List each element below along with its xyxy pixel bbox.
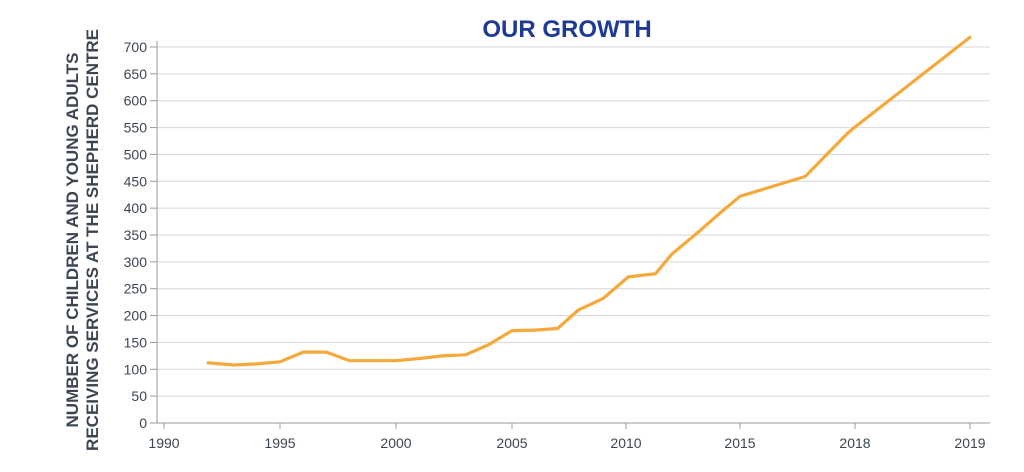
y-tick-label-700: 700 xyxy=(124,39,148,55)
y-tick-label-250: 250 xyxy=(124,281,148,297)
series-lines xyxy=(206,35,972,367)
y-tick-label-100: 100 xyxy=(124,361,148,377)
y-tick-label-650: 650 xyxy=(124,66,148,82)
x-tick-label-2005: 2005 xyxy=(496,435,527,451)
y-axis-label-line-2: RECEIVING SERVICES AT THE SHEPHERD CENTR… xyxy=(83,29,102,451)
y-tick-label-150: 150 xyxy=(124,334,148,350)
y-tick-label-0: 0 xyxy=(139,415,147,431)
x-tick-label-2010: 2010 xyxy=(610,435,641,451)
x-tick-label-1990: 1990 xyxy=(148,435,179,451)
y-tick-label-300: 300 xyxy=(124,254,148,270)
x-tick-label-2018: 2018 xyxy=(839,435,870,451)
grid-lines xyxy=(150,46,990,424)
y-tick-label-400: 400 xyxy=(124,200,148,216)
y-tick-label-350: 350 xyxy=(124,227,148,243)
x-tick-labels: 1990 1995 2000 2005 2010 2015 2018 2019 xyxy=(148,435,985,451)
x-tick-label-2015: 2015 xyxy=(724,435,755,451)
x-tick-label-1995: 1995 xyxy=(264,435,295,451)
x-axis xyxy=(156,41,990,429)
y-tick-label-500: 500 xyxy=(124,146,148,162)
y-tick-label-200: 200 xyxy=(124,308,148,324)
chart-title: OUR GROWTH xyxy=(482,16,651,43)
y-tick-label-450: 450 xyxy=(124,173,148,189)
y-tick-label-600: 600 xyxy=(124,93,148,109)
y-tick-label-50: 50 xyxy=(131,388,147,404)
y-tick-labels: 0 50 100 150 200 250 300 350 400 450 500 550 600 650 7… xyxy=(124,39,148,431)
x-tick-label-2019: 2019 xyxy=(954,435,985,451)
y-tick-label-550: 550 xyxy=(124,120,148,136)
x-tick-label-2000: 2000 xyxy=(380,435,411,451)
growth-series-line-0 xyxy=(206,35,972,367)
y-axis-label-line-1: NUMBER OF CHILDREN AND YOUNG ADULTS xyxy=(63,53,82,428)
